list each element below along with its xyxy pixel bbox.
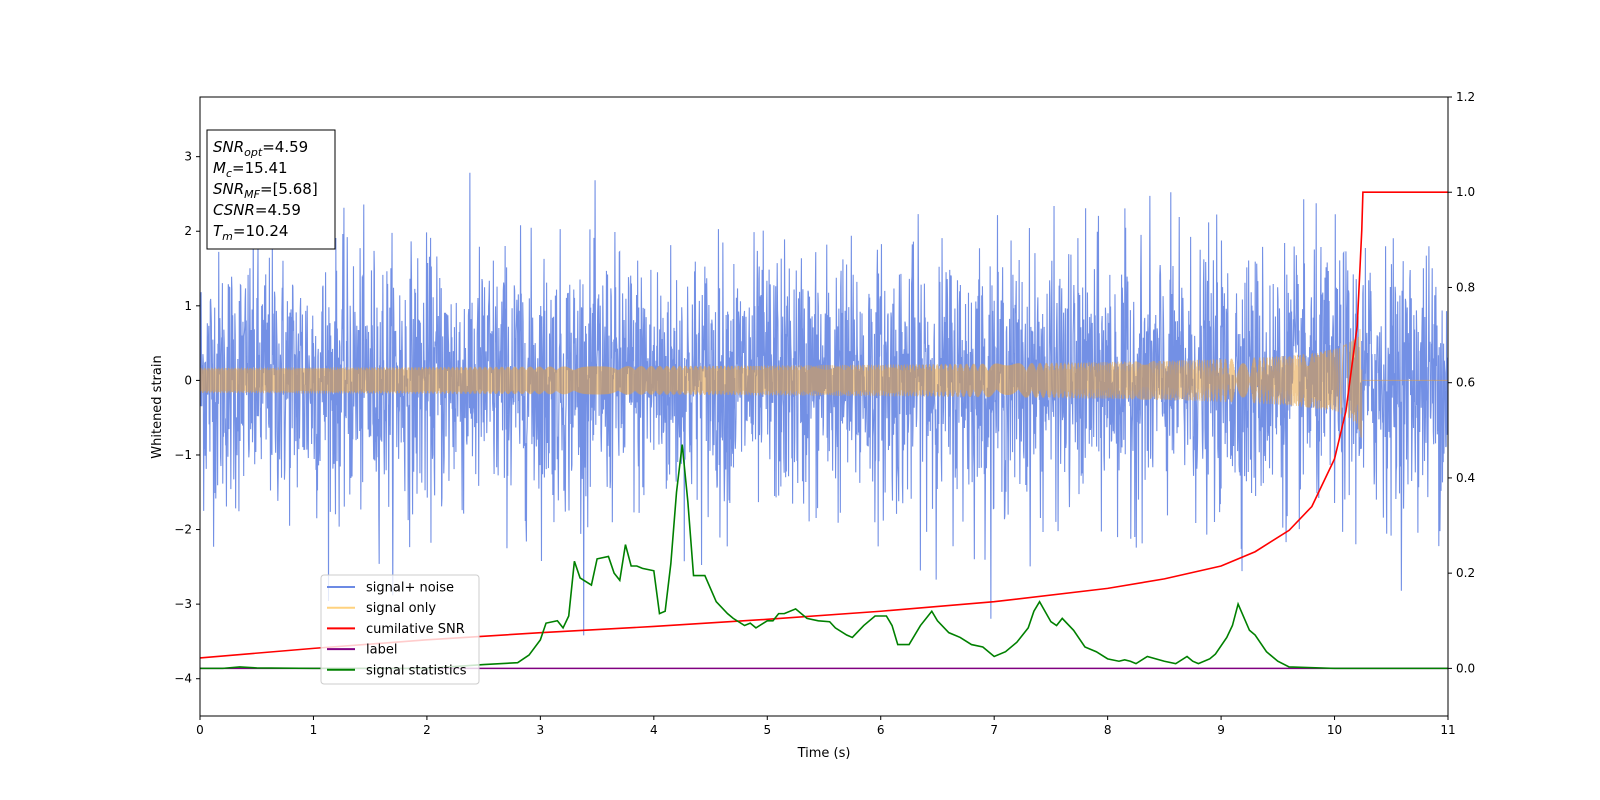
info-box-frame: [206, 129, 336, 250]
y-tick-label-left: 1: [184, 299, 192, 313]
y-tick-label-right: 0.8: [1456, 280, 1475, 294]
info-line: SNRopt=4.59: [213, 138, 308, 159]
legend-label: label: [366, 643, 397, 658]
y-tick-label-left: −2: [174, 523, 192, 537]
x-tick-label: 11: [1440, 723, 1455, 737]
info-line: Mc=15.41: [213, 159, 288, 180]
x-tick-label: 4: [650, 723, 658, 737]
x-tick-label: 2: [423, 723, 431, 737]
x-tick-label: 10: [1327, 723, 1342, 737]
x-tick-label: 6: [877, 723, 885, 737]
y-tick-label-right: 1.0: [1456, 185, 1475, 199]
y-tick-label-right: 0.6: [1456, 376, 1475, 390]
info-line: CSNR=4.59: [213, 201, 301, 219]
y-tick-label-left: 3: [184, 150, 192, 164]
x-tick-label: 1: [310, 723, 318, 737]
series-line-signal-statistics: [200, 444, 1448, 670]
y-tick-label-right: 1.2: [1456, 90, 1475, 104]
series-line-signal-noise: [200, 172, 1448, 636]
series-line-signal-only: [200, 329, 1448, 438]
legend-label: cumilative SNR: [366, 622, 465, 637]
legend-frame: [320, 574, 480, 685]
series-line-cumilative-snr: [200, 191, 1448, 659]
legend: signal+ noise signal only cumilative SNR la…: [320, 574, 480, 685]
y-tick-label-left: 2: [184, 224, 192, 238]
axes-layer: 0 1 2 3 4 5 6 7 8 9 10 11 −4 −3 −2 −1 0 1 2 3 0.0 0.2 0.4 0.6 0.…: [174, 90, 1475, 737]
legend-label: signal only: [366, 601, 436, 616]
y-axis-label: Whitened strain: [150, 355, 165, 458]
y-tick-label-left: −3: [174, 597, 192, 611]
legend-label: signal statistics: [366, 663, 467, 678]
info-box: SNRopt=4.59Mc=15.41SNRMF=[5.68]CSNR=4.59…: [206, 129, 336, 250]
y-tick-label-right: 0.2: [1456, 566, 1475, 580]
x-tick-label: 7: [990, 723, 998, 737]
y-tick-label-left: −4: [174, 672, 192, 686]
y-tick-label-right: 0.0: [1456, 661, 1475, 675]
x-tick-label: 8: [1104, 723, 1112, 737]
info-line: Tm=10.24: [213, 222, 288, 243]
x-tick-label: 5: [763, 723, 771, 737]
x-axis-label: Time (s): [797, 746, 851, 761]
info-line: SNRMF=[5.68]: [213, 180, 318, 201]
plot-frame: [199, 96, 1449, 717]
x-tick-label: 3: [537, 723, 545, 737]
y-tick-label-right: 0.4: [1456, 471, 1475, 485]
x-tick-label: 9: [1217, 723, 1225, 737]
y-tick-label-left: −1: [174, 448, 192, 462]
x-tick-label: 0: [196, 723, 204, 737]
legend-label: signal+ noise: [366, 581, 454, 596]
y-tick-label-left: 0: [184, 373, 192, 387]
